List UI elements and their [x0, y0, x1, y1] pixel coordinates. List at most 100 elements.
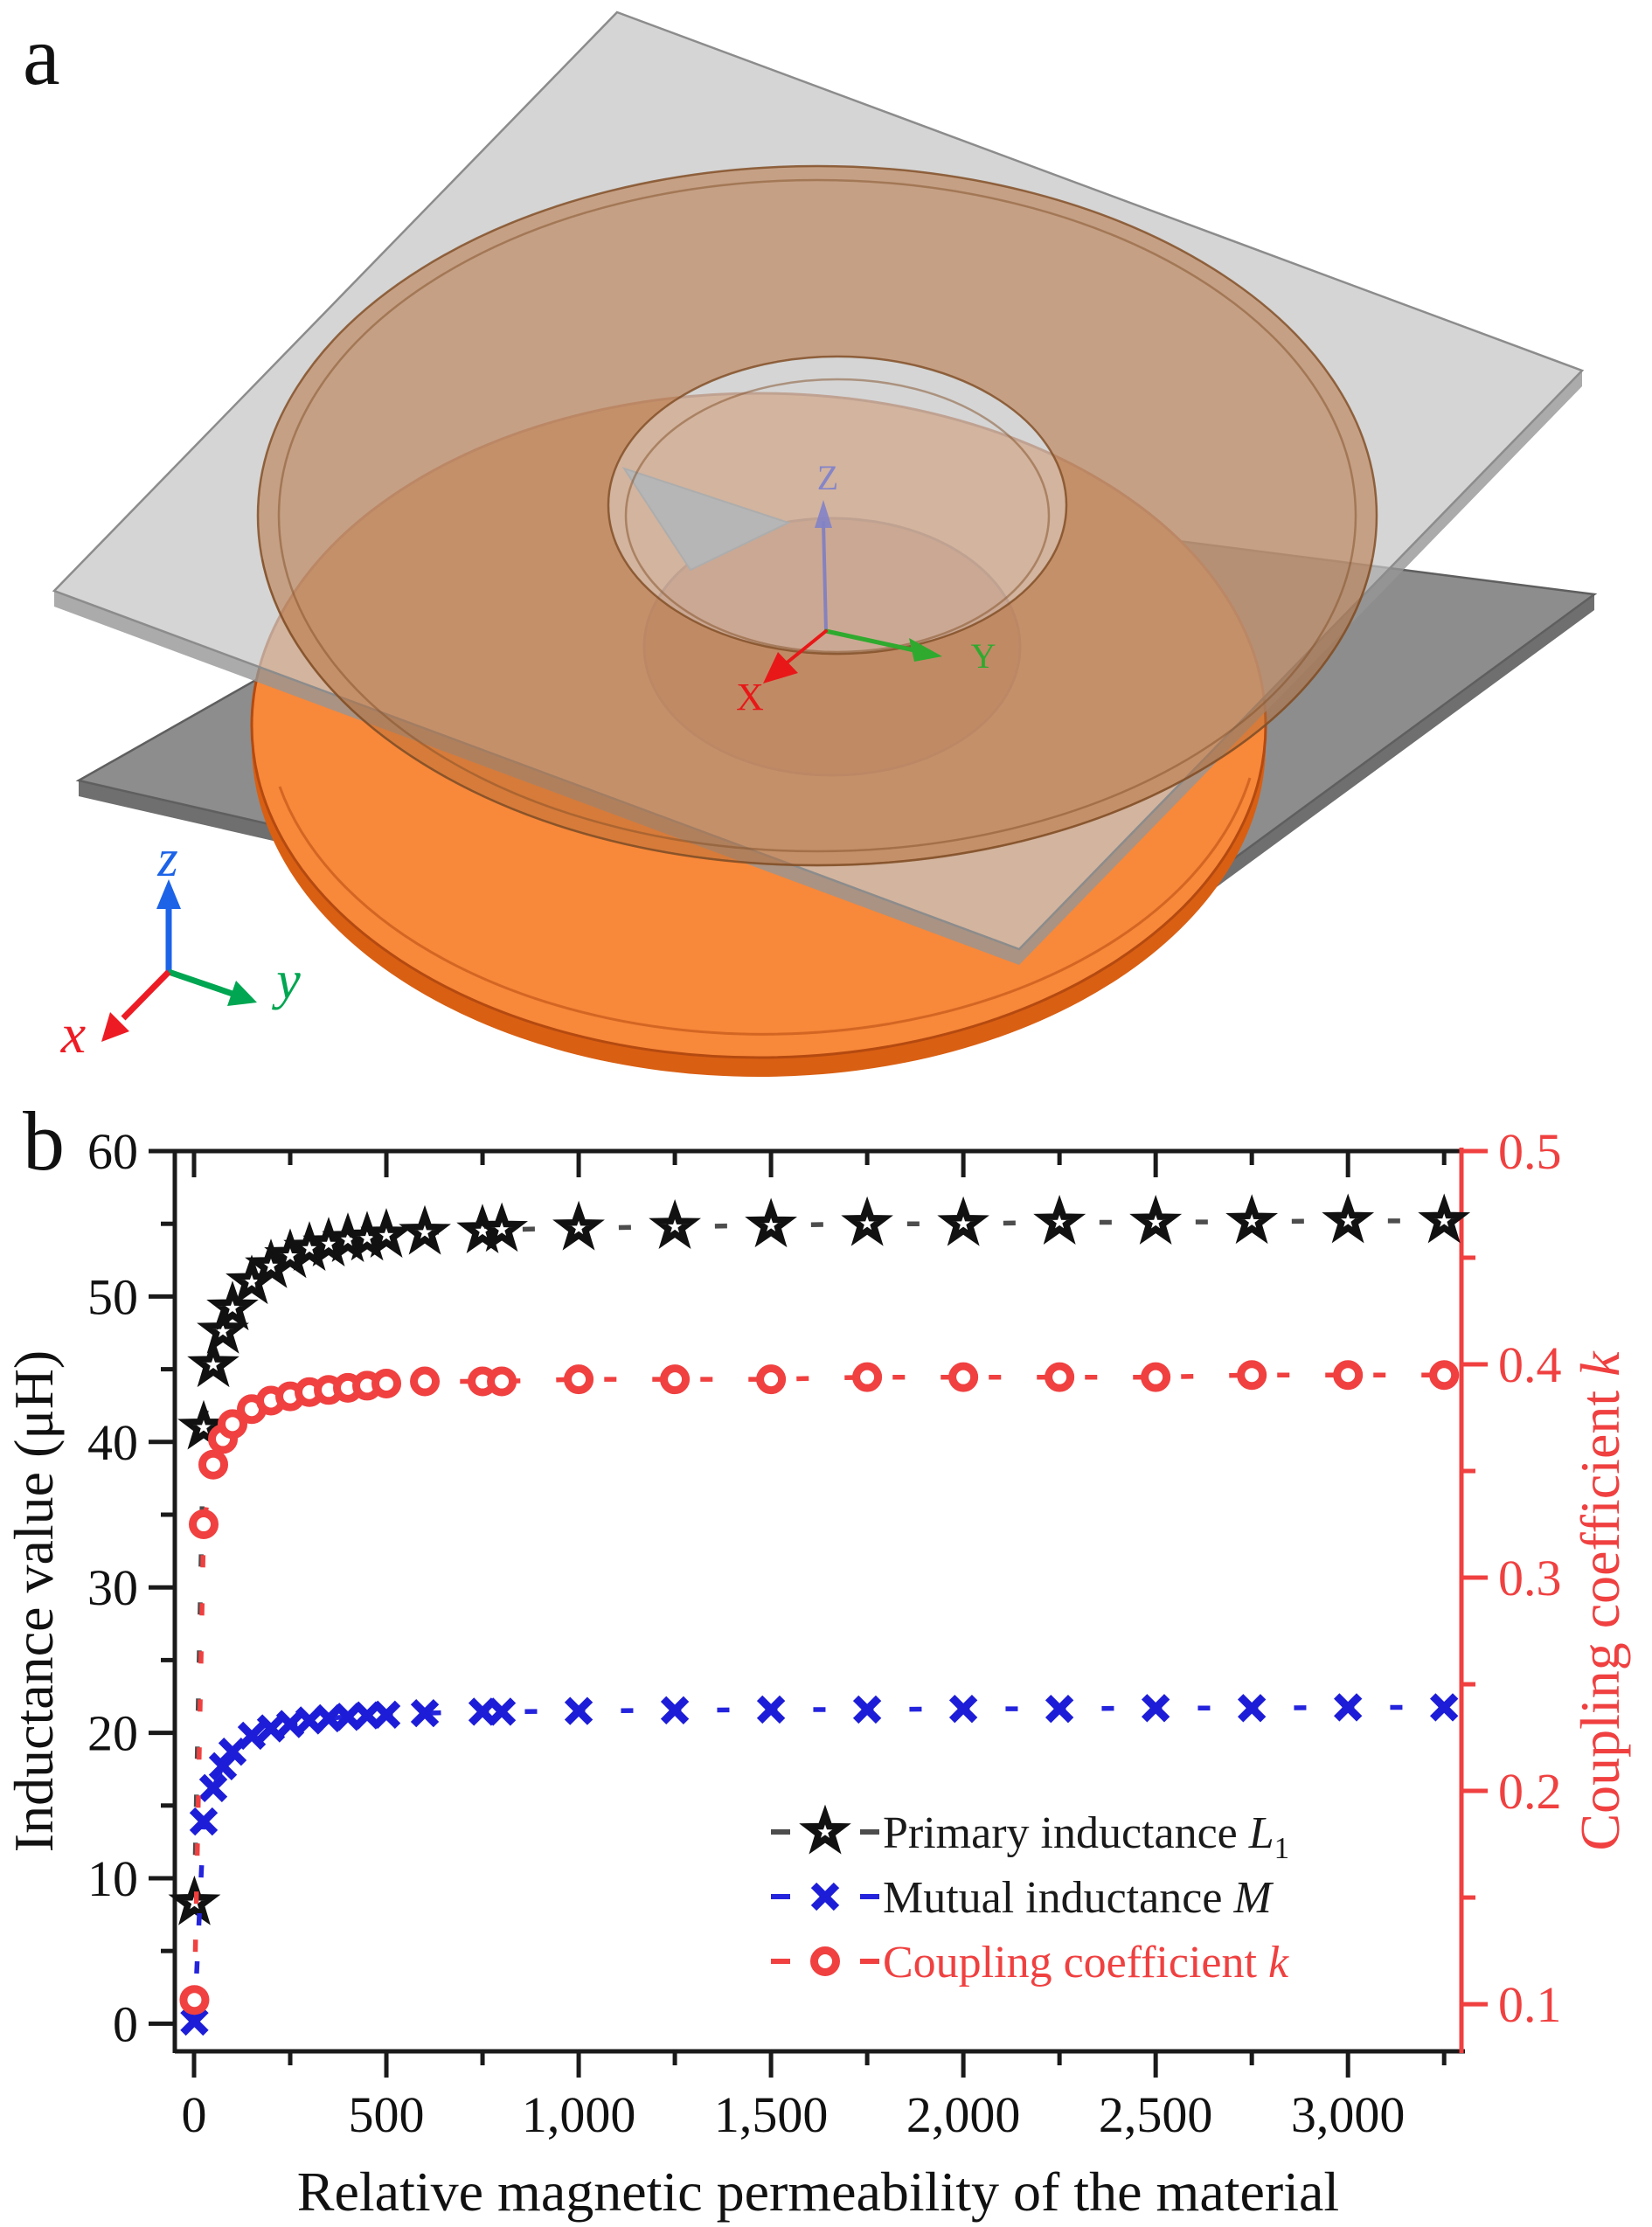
data-point-marker-star: [187, 1337, 239, 1388]
data-point-marker-star: [360, 1208, 413, 1258]
data-point-marker-x: [180, 2007, 209, 2036]
y-left-tick-label: 30: [87, 1559, 138, 1616]
corner-triad: z y x: [60, 829, 301, 1065]
x-tick-label: 1,500: [714, 2086, 829, 2143]
data-point-marker-star: [552, 1200, 605, 1251]
data-point-marker-star: [1033, 1195, 1086, 1245]
data-point-marker-circle: [487, 1366, 517, 1397]
data-point-marker-circle: [660, 1364, 691, 1395]
data-point-marker-star: [197, 1303, 249, 1354]
series-x: [180, 1693, 1459, 2036]
y-right-tick-label: 0.3: [1498, 1550, 1562, 1606]
x-tick-label: 2,500: [1099, 2086, 1213, 2143]
x-tick-label: 500: [349, 2086, 425, 2143]
series-circle: [179, 1360, 1460, 2015]
data-point-marker-circle: [810, 1946, 840, 1976]
y-right-tick-label: 0.1: [1498, 1976, 1562, 2033]
data-point-marker-x: [1430, 1693, 1459, 1722]
data-point-marker-x: [1045, 1694, 1074, 1724]
data-point-marker-circle: [756, 1364, 787, 1395]
data-point-marker-star: [206, 1280, 259, 1331]
data-point-marker-circle: [189, 1509, 219, 1540]
data-point-marker-star: [841, 1196, 893, 1246]
data-point-marker-star: [1129, 1195, 1183, 1245]
y-right-tick-label: 0.4: [1498, 1336, 1562, 1393]
data-point-marker-x: [371, 1700, 401, 1729]
y-left-tick-label: 0: [113, 1995, 138, 2052]
y-left-tick-label: 20: [87, 1705, 138, 1762]
y-left-axis-title: Inductance value (μH): [3, 1350, 65, 1852]
data-point-marker-star: [475, 1202, 528, 1252]
corner-triad-y-label: y: [271, 951, 301, 1010]
data-point-marker-circle: [1333, 1360, 1364, 1391]
x-axis-title: Relative magnetic permeability of the ma…: [297, 2161, 1339, 2223]
data-point-marker-circle: [1141, 1362, 1171, 1392]
panel-a-3d-scene: Z Y X z y x: [52, 10, 1598, 1077]
data-point-marker-circle: [852, 1362, 883, 1392]
panel-b-chart: 0 500 1,000 1,500 2,000 2,500 3,000 0 10 20 30 40 50…: [3, 1123, 1631, 2223]
y-left-tick-label: 40: [87, 1414, 138, 1471]
panel-a-letter: a: [23, 9, 60, 102]
center-triad-z-label: Z: [817, 458, 838, 497]
series-star: [168, 1193, 1471, 1925]
data-point-marker-circle: [1429, 1360, 1460, 1391]
data-point-marker-x: [810, 1882, 840, 1911]
data-point-marker-x: [852, 1695, 882, 1724]
data-point-marker-x: [237, 1721, 267, 1751]
series-line: [191, 1218, 1445, 1904]
legend-label: Primary inductance L1: [883, 1808, 1289, 1865]
legend: Primary inductance L1 Mutual inductance M…: [771, 1804, 1289, 1988]
data-point-marker-x: [660, 1696, 690, 1724]
corner-triad-z-label: z: [156, 829, 177, 887]
data-point-marker-circle: [1237, 1360, 1267, 1391]
data-point-marker-x: [948, 1694, 978, 1724]
data-point-marker-star: [399, 1204, 451, 1255]
data-point-marker-x: [1334, 1693, 1363, 1722]
data-point-marker-star: [1418, 1193, 1471, 1244]
center-triad: Z Y X: [736, 458, 996, 718]
data-point-marker-circle: [948, 1362, 979, 1392]
axes: 0 500 1,000 1,500 2,000 2,500 3,000 0 10 20 30 40 50…: [87, 1123, 1562, 2143]
data-point-marker-circle: [218, 1409, 248, 1440]
legend-label: Coupling coefficient k: [883, 1938, 1289, 1988]
x-tick-label: 0: [182, 2086, 207, 2143]
data-point-marker-x: [1237, 1694, 1267, 1723]
upper-copper-ring: [256, 164, 1378, 867]
data-point-marker-x: [275, 1710, 305, 1738]
y-right-tick-label: 0.5: [1498, 1123, 1562, 1180]
data-point-marker-star: [1322, 1193, 1375, 1244]
y-right-tick-label: 0.2: [1498, 1763, 1562, 1820]
data-point-marker-x: [487, 1697, 517, 1726]
data-point-marker-star: [799, 1804, 851, 1855]
data-point-marker-x: [189, 1807, 219, 1836]
center-triad-y-label: Y: [971, 636, 996, 676]
data-point-marker-circle: [564, 1364, 594, 1395]
x-tick-label: 1,000: [522, 2086, 636, 2143]
data-point-marker-x: [410, 1698, 440, 1728]
y-left-tick-label: 50: [87, 1268, 138, 1325]
y-right-axis-title: Coupling coefficient k: [1569, 1350, 1631, 1851]
data-point-marker-circle: [1045, 1362, 1075, 1392]
legend-label: Mutual inductance M: [883, 1873, 1274, 1923]
data-point-marker-circle: [179, 1985, 210, 2015]
data-point-marker-x: [198, 1773, 228, 1803]
data-point-marker-x: [756, 1695, 786, 1724]
y-left-tick-label: 60: [87, 1123, 138, 1180]
x-tick-label: 3,000: [1291, 2086, 1406, 2143]
panel-b-letter: b: [23, 1094, 65, 1188]
data-point-marker-star: [1225, 1194, 1278, 1245]
y-left-tick-label: 10: [87, 1850, 138, 1907]
data-point-marker-x: [564, 1696, 593, 1725]
data-point-marker-star: [745, 1197, 797, 1248]
data-point-marker-star: [177, 1399, 230, 1450]
data-point-marker-circle: [371, 1368, 402, 1398]
data-point-marker-star: [649, 1199, 701, 1249]
data-point-marker-x: [1141, 1694, 1170, 1723]
data-point-marker-star: [937, 1196, 989, 1246]
center-triad-x-label: X: [736, 676, 764, 718]
data-point-marker-circle: [410, 1366, 441, 1397]
data-point-marker-x: [256, 1714, 286, 1743]
data-point-marker-circle: [198, 1449, 229, 1480]
x-tick-label: 2,000: [906, 2086, 1021, 2143]
